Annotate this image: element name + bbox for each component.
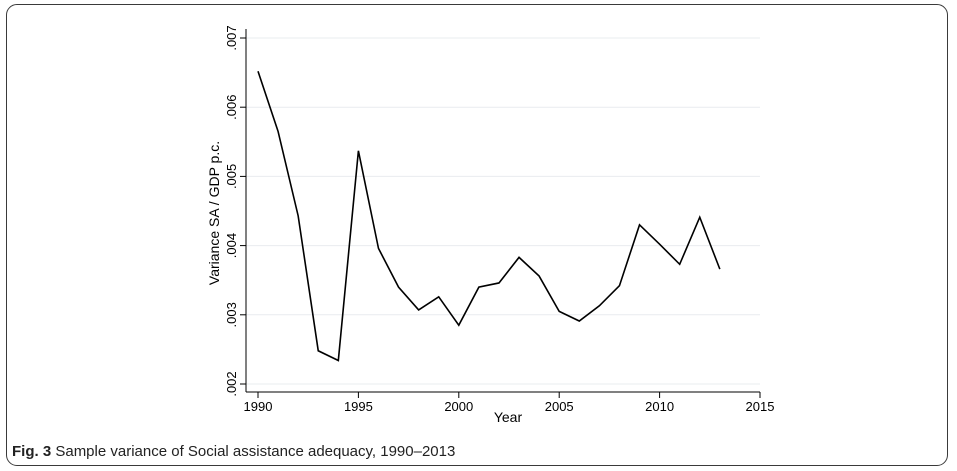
y-tick-label: .006	[224, 95, 239, 120]
x-tick-label: 1995	[344, 399, 373, 414]
y-axis-title: Variance SA / GDP p.c.	[206, 141, 222, 285]
ticks: .002 .003 .004 .005 .006 .007 1990 1995 2000 2005…	[224, 25, 774, 414]
y-tick-label: .002	[224, 371, 239, 396]
series-line	[257, 70, 721, 362]
series	[257, 70, 721, 362]
x-tick-label: 2000	[444, 399, 473, 414]
figure-caption: Fig. 3 Sample variance of Social assista…	[12, 443, 455, 460]
x-tick-label: 2005	[545, 399, 574, 414]
axes	[245, 29, 760, 393]
figure-frame	[6, 4, 948, 466]
x-tick-label: 2010	[645, 399, 674, 414]
y-tick-label: .004	[224, 233, 239, 258]
gridlines	[246, 37, 760, 385]
y-tick-label: .005	[224, 164, 239, 189]
x-tick-label: 2015	[746, 399, 775, 414]
x-tick-label: 1990	[244, 399, 273, 414]
y-tick-label: .007	[224, 25, 239, 50]
caption-text: Sample variance of Social assistance ade…	[55, 443, 456, 460]
caption-label: Fig. 3	[12, 443, 52, 460]
y-tick-label: .003	[224, 302, 239, 327]
x-axis-title: Year	[494, 409, 523, 425]
